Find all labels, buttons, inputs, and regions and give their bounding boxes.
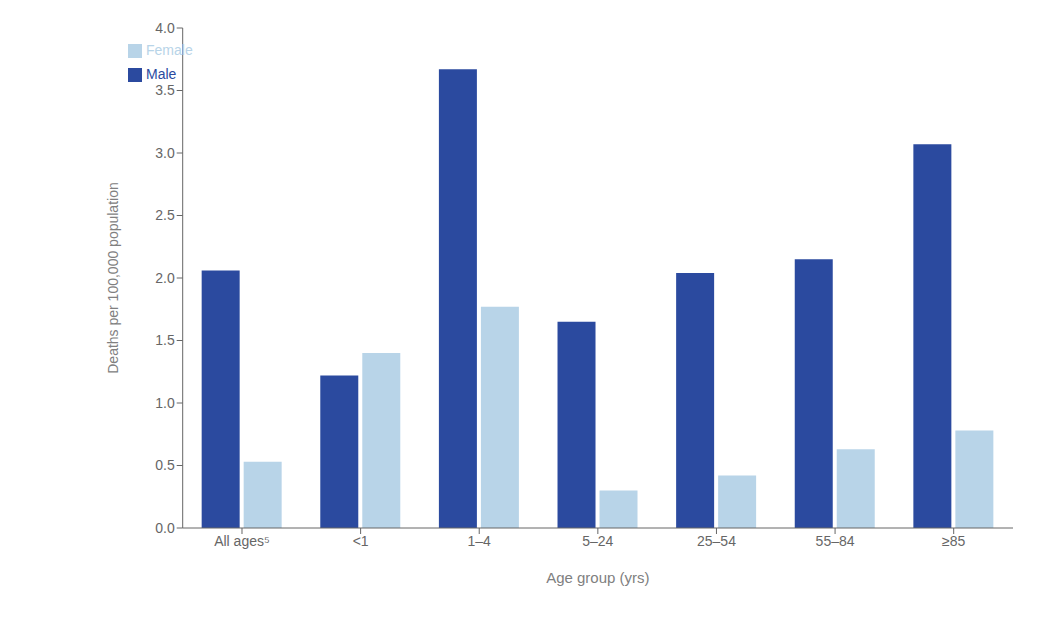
svg-text:1.5: 1.5 <box>155 332 175 348</box>
svg-text:<1: <1 <box>353 533 369 549</box>
svg-text:1–4: 1–4 <box>468 533 492 549</box>
html-text:Male: Male <box>146 66 177 82</box>
svg-text:0.0: 0.0 <box>155 520 175 536</box>
svg-text:1.0: 1.0 <box>155 395 175 411</box>
svg-text:4.0: 4.0 <box>155 20 175 36</box>
svg-text:5–24: 5–24 <box>582 533 613 549</box>
html-text:Female: Female <box>146 42 193 58</box>
svg-text:3.0: 3.0 <box>155 145 175 161</box>
svg-text:2.0: 2.0 <box>155 270 175 286</box>
svg-text:3.5: 3.5 <box>155 82 175 98</box>
svg-text:0.5: 0.5 <box>155 457 175 473</box>
svg-text:55–84: 55–84 <box>816 533 855 549</box>
svg-text:≥85: ≥85 <box>942 533 965 549</box>
svg-text:25–54: 25–54 <box>697 533 736 549</box>
svg-text:Deaths per 100,000 population: Deaths per 100,000 population <box>105 182 121 373</box>
svg-text:2.5: 2.5 <box>155 207 175 223</box>
svg-text:Age group (yrs): Age group (yrs) <box>546 569 649 586</box>
svg-text:All ages⁵: All ages⁵ <box>214 533 270 549</box>
